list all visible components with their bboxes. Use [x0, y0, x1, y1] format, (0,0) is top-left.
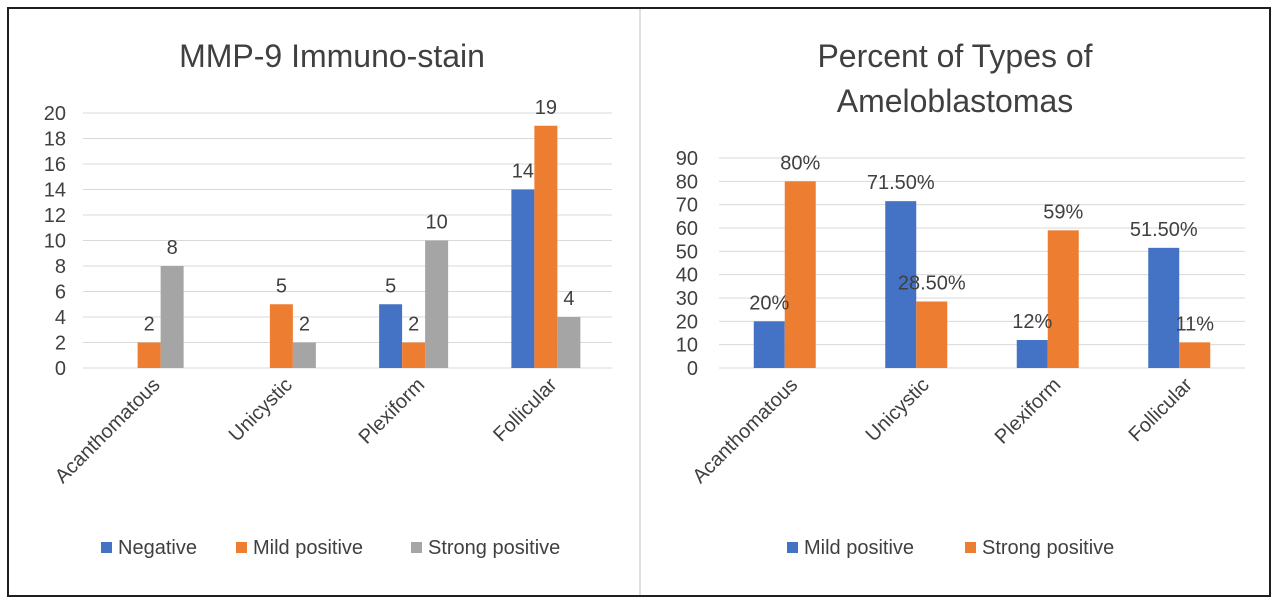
- bar-strong-positive: [160, 266, 184, 368]
- data-label: 2: [299, 314, 310, 336]
- bars: [753, 181, 1211, 368]
- y-tick-label: 8: [55, 256, 66, 278]
- bar-strong-positive: [916, 301, 948, 368]
- bar-mild-positive: [1148, 247, 1180, 368]
- y-tick-labels: 0 2 4 6 8 10 12 14 16 18 20: [44, 103, 66, 380]
- data-label: 8: [167, 237, 178, 259]
- y-tick-label: 50: [676, 241, 698, 263]
- bar-negative: [379, 304, 403, 368]
- data-label: 4: [563, 288, 574, 310]
- data-label: 80%: [780, 152, 820, 174]
- bar-mild-positive: [269, 304, 293, 368]
- y-tick-label: 10: [44, 231, 66, 253]
- legend-label: Mild positive: [804, 537, 914, 559]
- bar-negative: [511, 189, 535, 368]
- y-tick-label: 20: [44, 103, 66, 125]
- data-label: 2: [408, 314, 419, 336]
- legend-swatch: [411, 542, 422, 553]
- y-tick-label: 20: [676, 311, 698, 333]
- legend-swatch: [965, 542, 976, 553]
- legend-swatch: [101, 542, 112, 553]
- bar-strong-positive: [1179, 342, 1211, 368]
- legend-swatch: [236, 542, 247, 553]
- y-tick-label: 40: [676, 265, 698, 287]
- data-label: 71.50%: [867, 172, 935, 194]
- y-tick-label: 14: [44, 180, 66, 202]
- y-tick-label: 18: [44, 129, 66, 151]
- data-label: 51.50%: [1130, 219, 1198, 241]
- y-tick-label: 60: [676, 218, 698, 240]
- bar-mild-positive: [137, 342, 161, 368]
- data-label: 10: [426, 212, 448, 234]
- data-label: 19: [535, 97, 557, 119]
- y-tick-label: 10: [676, 335, 698, 357]
- bar-mild-positive: [885, 201, 917, 368]
- bar-mild-positive: [1016, 340, 1048, 368]
- legend-label: Strong positive: [982, 537, 1114, 559]
- chart-title-line-1: Percent of Types of: [817, 38, 1092, 74]
- y-tick-label: 2: [55, 333, 66, 355]
- data-label: 28.50%: [898, 273, 966, 295]
- y-tick-label: 6: [55, 282, 66, 304]
- y-tick-label: 4: [55, 307, 66, 329]
- bar-strong-positive: [292, 342, 316, 368]
- bar-mild-positive: [402, 342, 426, 368]
- legend: Negative Mild positive Strong positive: [101, 537, 560, 559]
- y-tick-label: 90: [676, 148, 698, 170]
- figure-frame: [7, 7, 1271, 597]
- bar-strong-positive: [1047, 230, 1079, 368]
- legend-swatch: [787, 542, 798, 553]
- y-tick-label: 30: [676, 288, 698, 310]
- bars: [137, 125, 581, 368]
- bar-strong-positive: [557, 317, 581, 368]
- y-tick-label: 80: [676, 171, 698, 193]
- y-tick-label: 16: [44, 154, 66, 176]
- y-tick-label: 70: [676, 195, 698, 217]
- chart-title: MMP-9 Immuno-stain: [179, 38, 485, 74]
- data-label: 2: [144, 314, 155, 336]
- bar-mild-positive: [753, 321, 785, 368]
- y-tick-label: 0: [55, 358, 66, 380]
- data-label: 5: [276, 275, 287, 297]
- data-label: 11%: [1175, 313, 1214, 335]
- y-tick-label: 12: [44, 205, 66, 227]
- bar-mild-positive: [534, 125, 558, 368]
- data-label: 5: [385, 275, 396, 297]
- data-label: 14: [512, 161, 534, 183]
- data-label: 59%: [1043, 201, 1083, 223]
- legend-label: Negative: [118, 537, 197, 559]
- data-label: 20%: [749, 292, 789, 314]
- chart-title-line-2: Ameloblastomas: [837, 83, 1074, 119]
- bar-strong-positive: [425, 240, 449, 368]
- legend: Mild positive Strong positive: [787, 537, 1114, 559]
- y-tick-label: 0: [687, 358, 698, 380]
- bar-strong-positive: [784, 181, 816, 368]
- data-labels: 20% 71.50% 12% 51.50% 80% 28.50% 59% 11%: [749, 152, 1214, 335]
- legend-label: Mild positive: [253, 537, 363, 559]
- legend-label: Strong positive: [428, 537, 560, 559]
- data-label: 12%: [1012, 311, 1052, 333]
